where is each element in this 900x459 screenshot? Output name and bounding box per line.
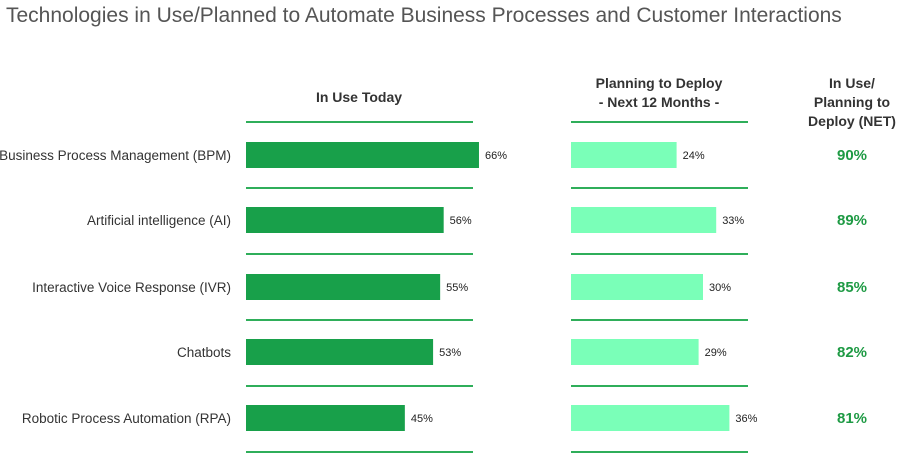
header-net-line1: In Use/ bbox=[829, 75, 875, 91]
data-label-in-use: 45% bbox=[411, 413, 433, 425]
category-label: Artificial intelligence (AI) bbox=[87, 213, 231, 228]
data-label-planned: 30% bbox=[709, 282, 731, 294]
bar-in-use bbox=[246, 274, 441, 300]
category-label: Business Process Management (BPM) bbox=[0, 148, 231, 163]
chart-title: Technologies in Use/Planned to Automate … bbox=[6, 4, 842, 27]
header-planned-line2: - Next 12 Months - bbox=[599, 94, 720, 110]
data-label-planned: 29% bbox=[705, 347, 727, 359]
bar-in-use bbox=[246, 142, 479, 168]
category-label: Chatbots bbox=[177, 345, 231, 360]
category-label: Robotic Process Automation (RPA) bbox=[22, 411, 231, 426]
bar-planned bbox=[571, 339, 699, 365]
data-label-net: 85% bbox=[837, 279, 867, 296]
header-in-use: In Use Today bbox=[316, 89, 402, 105]
bar-in-use bbox=[246, 339, 434, 365]
header-net-line2: Planning to bbox=[814, 94, 890, 110]
bar-planned bbox=[571, 405, 730, 431]
data-label-in-use: 66% bbox=[485, 150, 507, 162]
data-label-net: 81% bbox=[837, 410, 867, 427]
bar-in-use bbox=[246, 207, 444, 233]
bar-in-use bbox=[246, 405, 405, 431]
header-planned-line1: Planning to Deploy bbox=[596, 75, 723, 91]
data-label-net: 90% bbox=[837, 147, 867, 164]
chart-rows: Business Process Management (BPM) 66% 24% 9… bbox=[0, 142, 867, 431]
data-label-planned: 24% bbox=[683, 150, 705, 162]
bar-planned bbox=[571, 142, 677, 168]
header-net-line3: Deploy (NET) bbox=[808, 113, 896, 129]
data-label-in-use: 56% bbox=[450, 215, 472, 227]
bar-planned bbox=[571, 274, 703, 300]
category-label: Interactive Voice Response (IVR) bbox=[32, 280, 231, 295]
bar-planned bbox=[571, 207, 717, 233]
data-label-in-use: 53% bbox=[439, 347, 461, 359]
row-dividers bbox=[246, 121, 748, 453]
data-label-planned: 33% bbox=[722, 215, 744, 227]
data-label-in-use: 55% bbox=[446, 282, 468, 294]
data-label-net: 82% bbox=[837, 344, 867, 361]
data-label-net: 89% bbox=[837, 212, 867, 229]
data-label-planned: 36% bbox=[735, 413, 757, 425]
